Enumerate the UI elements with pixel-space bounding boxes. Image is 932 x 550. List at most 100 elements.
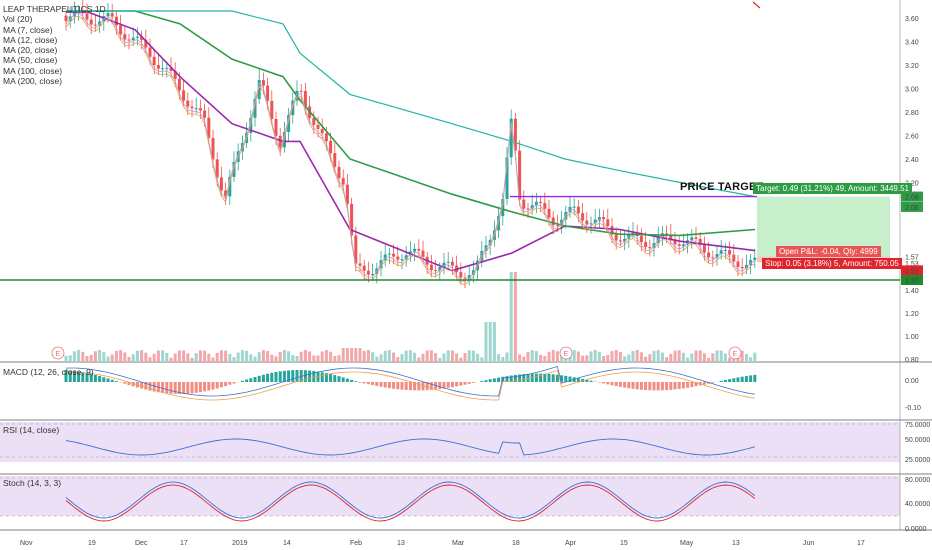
candle-body [665,233,669,235]
candle-body [728,250,732,255]
macd-histogram-bar [639,382,643,390]
candle-body [639,235,643,243]
volume-bar [85,356,89,362]
macd-histogram-bar [606,382,610,385]
volume-bar [350,348,354,362]
volume-bar [610,351,614,362]
price-tick-label: 3.20 [905,63,919,70]
candle-body [702,244,706,253]
legend-item: MA (200, close) [3,76,63,87]
volume-bar [366,350,370,362]
candle-body [450,261,454,266]
candle-body [446,261,450,263]
volume-bar [337,355,341,362]
candle-body [732,254,736,262]
volume-bar [753,352,757,362]
candle-body [568,206,572,213]
candle-body [194,108,198,110]
volume-bar [585,355,589,362]
candle-body [698,238,702,245]
volume-bar [513,272,517,362]
volume-bar [677,350,681,362]
macd-histogram-bar [749,375,753,382]
macd-histogram-bar [560,375,564,382]
volume-bar [572,350,576,362]
macd-histogram-bar [203,382,207,392]
candle-body [585,220,589,225]
volume-bar [379,354,383,362]
candle-body [362,265,366,271]
edge-marker [752,1,761,9]
macd-label: MACD (12, 26, close, 9) [3,367,94,377]
earnings-event-label: E [733,351,738,358]
macd-histogram-bar [337,376,341,382]
volume-bar [341,348,345,362]
price-tick-label: 3.40 [905,39,919,46]
macd-histogram-bar [702,382,706,385]
volume-bar [270,354,274,362]
volume-bar [98,350,102,362]
candle-body [316,124,320,130]
candle-body [631,232,635,235]
macd-histogram-bar [505,376,509,382]
candle-body [463,277,467,279]
volume-bar [190,357,194,362]
candle-body [442,262,446,268]
volume-bar [459,357,463,362]
stoch-tick-label: 0.0000 [905,526,927,533]
x-tick-label: 14 [283,540,291,547]
candle-body [312,118,316,125]
macd-histogram-bar [110,379,114,382]
macd-histogram-bar [450,382,454,388]
volume-bar [396,357,400,362]
volume-bar [371,352,375,362]
candle-body [333,153,337,167]
volume-bar [392,352,396,362]
volume-bar [593,350,597,362]
macd-histogram-bar [455,382,459,387]
candle-body [589,223,593,225]
ma-50-line [66,10,756,237]
macd-histogram-bar [459,382,463,386]
volume-bar [156,350,160,362]
candle-body [404,255,408,260]
volume-bar [614,350,618,362]
candle-body [744,264,748,269]
candle-body [681,244,685,246]
volume-bar [354,348,358,362]
volume-bar [723,353,727,362]
volume-bar [249,354,253,362]
macd-histogram-bar [329,374,333,382]
macd-histogram-bar [114,381,118,382]
volume-bar [660,352,664,362]
candle-body [644,242,648,248]
macd-histogram-bar [77,371,81,382]
candle-body [530,205,534,209]
macd-histogram-bar [152,382,156,392]
candle-body [278,135,282,148]
macd-histogram-bar [543,373,547,382]
volume-bar [488,322,492,362]
price-tick-label: 3.00 [905,86,919,93]
earnings-event-label: E [56,351,61,358]
macd-histogram-bar [81,372,85,382]
macd-histogram-bar [274,372,278,382]
volume-bar [518,354,522,362]
macd-histogram-bar [387,382,391,389]
candle-body [114,16,118,26]
macd-histogram-bar [308,370,312,382]
volume-bar [702,353,706,362]
macd-histogram-bar [408,382,412,391]
candle-body [303,91,307,107]
macd-histogram-bar [320,372,324,382]
rsi-tick-label: 75.0000 [905,422,930,429]
price-tick-label: 2.40 [905,157,919,164]
volume-bar [375,356,379,362]
x-tick-label: 17 [857,540,865,547]
macd-histogram-bar [379,382,383,387]
macd-histogram-bar [551,374,555,382]
volume-bar [715,350,719,362]
volume-bar [455,353,459,362]
rsi-label: RSI (14, close) [3,425,60,435]
